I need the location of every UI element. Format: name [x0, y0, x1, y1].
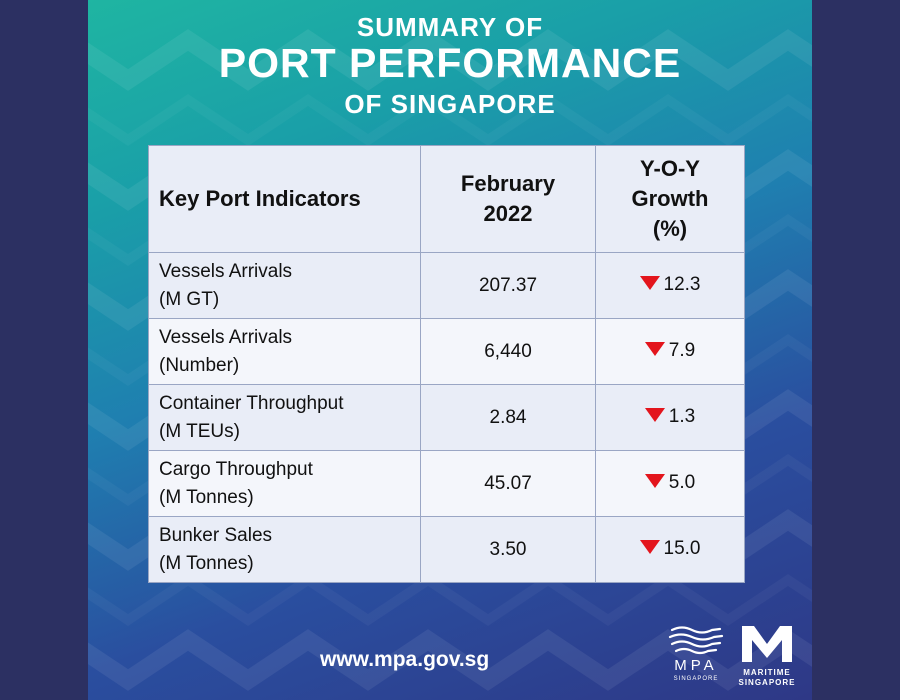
table-row: Bunker Sales (M Tonnes) 3.50 15.0	[148, 516, 745, 583]
indicator-label: Container Throughput	[159, 392, 344, 414]
growth-value: 1.3	[668, 406, 696, 428]
down-triangle-icon	[639, 276, 660, 291]
maritime-singapore-m-logo-icon	[742, 626, 792, 662]
mpa-logo-subtext: SINGAPORE	[673, 676, 719, 682]
indicator-cell: Container Throughput (M TEUs)	[148, 384, 421, 451]
indicator-cell: Vessels Arrivals (Number)	[148, 318, 421, 385]
value-cell: 3.50	[420, 516, 596, 583]
growth-value: 12.3	[663, 274, 701, 296]
table-row: Container Throughput (M TEUs) 2.84 1.3	[148, 384, 745, 451]
header-month-line2: 2022	[483, 201, 533, 226]
table-row: Cargo Throughput (M Tonnes) 45.07 5.0	[148, 450, 745, 517]
growth-value: 5.0	[668, 472, 696, 494]
table-row: Vessels Arrivals (M GT) 207.37 12.3	[148, 252, 745, 319]
indicator-cell: Bunker Sales (M Tonnes)	[148, 516, 421, 583]
indicator-label: Bunker Sales	[159, 524, 273, 546]
header-indicator-label: Key Port Indicators	[159, 186, 361, 211]
indicator-unit: (M GT)	[159, 288, 220, 310]
growth-cell: 7.9	[595, 318, 745, 385]
indicator-unit: (M Tonnes)	[159, 552, 254, 574]
down-triangle-icon	[644, 408, 665, 423]
table-header-row: Key Port Indicators February 2022 Y-O-Y …	[148, 145, 745, 253]
header-indicator: Key Port Indicators	[148, 145, 421, 253]
title-line-1: SUMMARY OF	[356, 12, 544, 42]
maritime-logo-text-line1: MARITIME	[743, 668, 791, 677]
header-month-line1: February	[460, 171, 556, 196]
indicator-label: Vessels Arrivals	[159, 260, 293, 282]
down-triangle-icon	[639, 540, 660, 555]
title-line-3: OF SINGAPORE	[344, 89, 556, 119]
poster: SUMMARY OF PORT PERFORMANCE OF SINGAPORE…	[88, 0, 812, 700]
maritime-logo-text-line2: SINGAPORE	[738, 678, 796, 687]
growth-value: 7.9	[668, 340, 696, 362]
header-growth-line2: Growth	[631, 186, 709, 211]
header-growth-line3: (%)	[652, 216, 688, 241]
growth-value: 15.0	[663, 538, 701, 560]
value-cell: 2.84	[420, 384, 596, 451]
growth-cell: 12.3	[595, 252, 745, 319]
growth-cell: 1.3	[595, 384, 745, 451]
title-line-2: PORT PERFORMANCE	[218, 40, 682, 86]
header-growth: Y-O-Y Growth (%)	[595, 145, 745, 253]
indicator-label: Cargo Throughput	[159, 458, 313, 480]
indicator-unit: (M TEUs)	[159, 420, 240, 442]
value-cell: 45.07	[420, 450, 596, 517]
indicator-label: Vessels Arrivals	[159, 326, 293, 348]
value-cell: 207.37	[420, 252, 596, 319]
indicator-cell: Vessels Arrivals (M GT)	[148, 252, 421, 319]
down-triangle-icon	[644, 474, 665, 489]
header-month: February 2022	[420, 145, 596, 253]
growth-cell: 15.0	[595, 516, 745, 583]
indicator-cell: Cargo Throughput (M Tonnes)	[148, 450, 421, 517]
indicator-unit: (M Tonnes)	[159, 486, 254, 508]
header-growth-line1: Y-O-Y	[640, 156, 700, 181]
mpa-logo-text: MPA	[674, 657, 718, 674]
down-triangle-icon	[644, 342, 665, 357]
indicator-unit: (Number)	[159, 354, 240, 376]
value-cell: 6,440	[420, 318, 596, 385]
growth-cell: 5.0	[595, 450, 745, 517]
mpa-waves-logo-icon	[668, 626, 724, 655]
key-port-indicators-table: Key Port Indicators February 2022 Y-O-Y …	[148, 145, 745, 583]
website-link[interactable]: www.mpa.gov.sg	[320, 648, 490, 671]
table-row: Vessels Arrivals (Number) 6,440 7.9	[148, 318, 745, 385]
